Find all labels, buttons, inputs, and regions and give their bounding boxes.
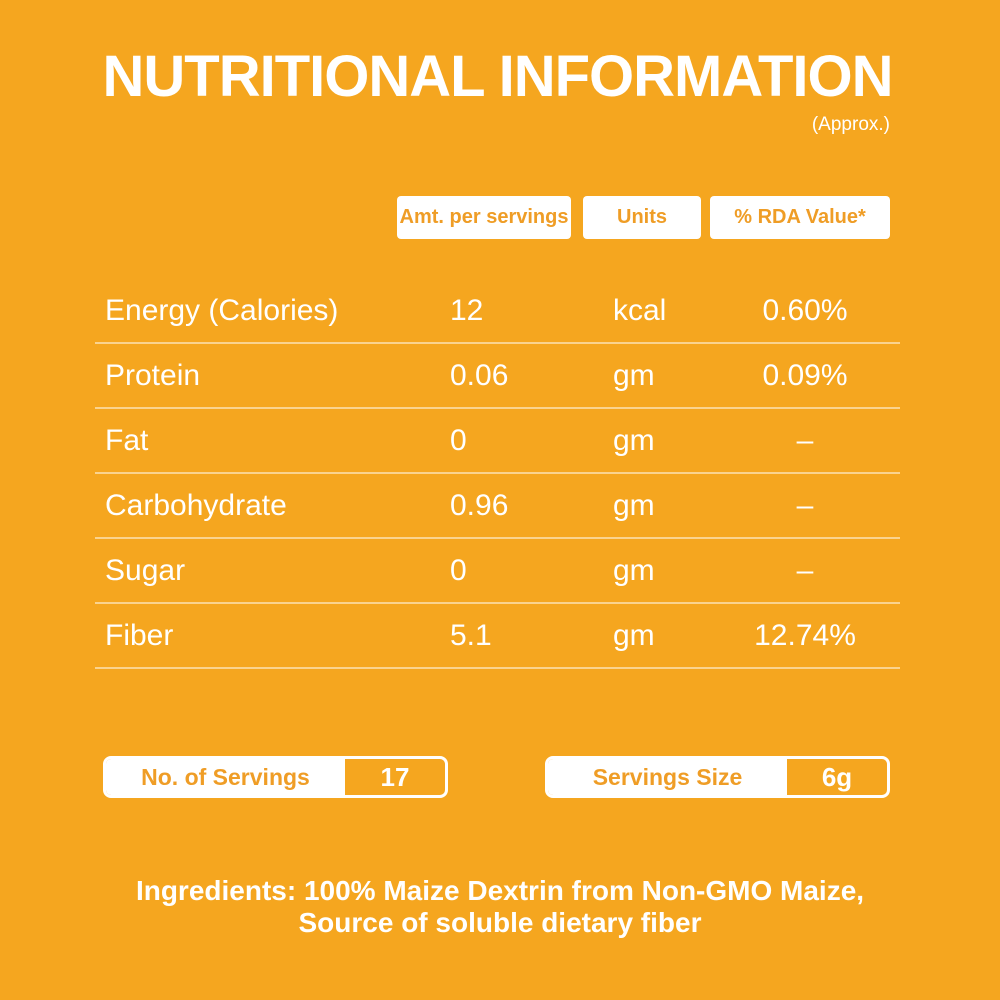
row-rda: 0.60% [762, 293, 848, 327]
row-units: gm [613, 488, 655, 522]
servings-count-box: No. of Servings 17 [103, 756, 448, 798]
row-units: gm [613, 423, 655, 457]
ingredients-line-1: Ingredients: 100% Maize Dextrin from Non… [135, 875, 865, 906]
row-label: Sugar [105, 553, 186, 587]
table-row-carbohydrate: Carbohydrate 0.96 gm – [95, 474, 900, 539]
column-header-amount: Amt. per servings [397, 196, 571, 239]
row-units: gm [613, 618, 655, 652]
row-rda: 0.09% [762, 358, 848, 392]
row-rda: – [796, 423, 814, 457]
row-units: gm [613, 358, 655, 392]
table-row-fiber: Fiber 5.1 gm 12.74% [95, 604, 900, 669]
row-amount: 0.06 [450, 358, 509, 392]
row-amount: 0.96 [450, 488, 509, 522]
row-label: Protein [105, 358, 201, 392]
column-header-rda: % RDA Value* [710, 196, 890, 239]
table-row-fat: Fat 0 gm – [95, 409, 900, 474]
row-amount: 5.1 [450, 618, 492, 652]
servings-size-box: Servings Size 6g [545, 756, 890, 798]
row-amount: 12 [450, 293, 484, 327]
column-header-units: Units [583, 196, 701, 239]
row-label: Carbohydrate [105, 488, 287, 522]
row-rda: 12.74% [754, 618, 856, 652]
table-row-energy: Energy (Calories) 12 kcal 0.60% [95, 279, 900, 344]
row-rda: – [796, 553, 814, 587]
page-title: NUTRITIONAL INFORMATION [102, 44, 894, 109]
servings-count-value: 17 [380, 761, 410, 792]
row-rda: – [796, 488, 814, 522]
table-row-protein: Protein 0.06 gm 0.09% [95, 344, 900, 409]
row-amount: 0 [450, 553, 467, 587]
header: NUTRITIONAL INFORMATION (Approx.) [95, 48, 900, 136]
ingredients-note: Ingredients: 100% Maize Dextrin from Non… [0, 875, 1000, 939]
row-units: gm [613, 553, 655, 587]
approx-note: (Approx.) [811, 114, 890, 135]
servings-size-value: 6g [821, 761, 853, 792]
servings-size-label: Servings Size [548, 759, 787, 795]
row-units: kcal [613, 293, 667, 327]
table-column-headers: Amt. per servings Units % RDA Value* [95, 196, 900, 239]
table-row-sugar: Sugar 0 gm – [95, 539, 900, 604]
servings-summary: No. of Servings 17 Servings Size 6g [103, 756, 1000, 798]
nutrition-table: Energy (Calories) 12 kcal 0.60% Protein … [95, 279, 900, 669]
row-label: Fat [105, 423, 149, 457]
servings-count-label: No. of Servings [106, 759, 345, 795]
row-amount: 0 [450, 423, 467, 457]
ingredients-line-2: Source of soluble dietary fiber [298, 907, 702, 939]
row-label: Fiber [105, 618, 174, 652]
row-label: Energy (Calories) [105, 293, 339, 327]
